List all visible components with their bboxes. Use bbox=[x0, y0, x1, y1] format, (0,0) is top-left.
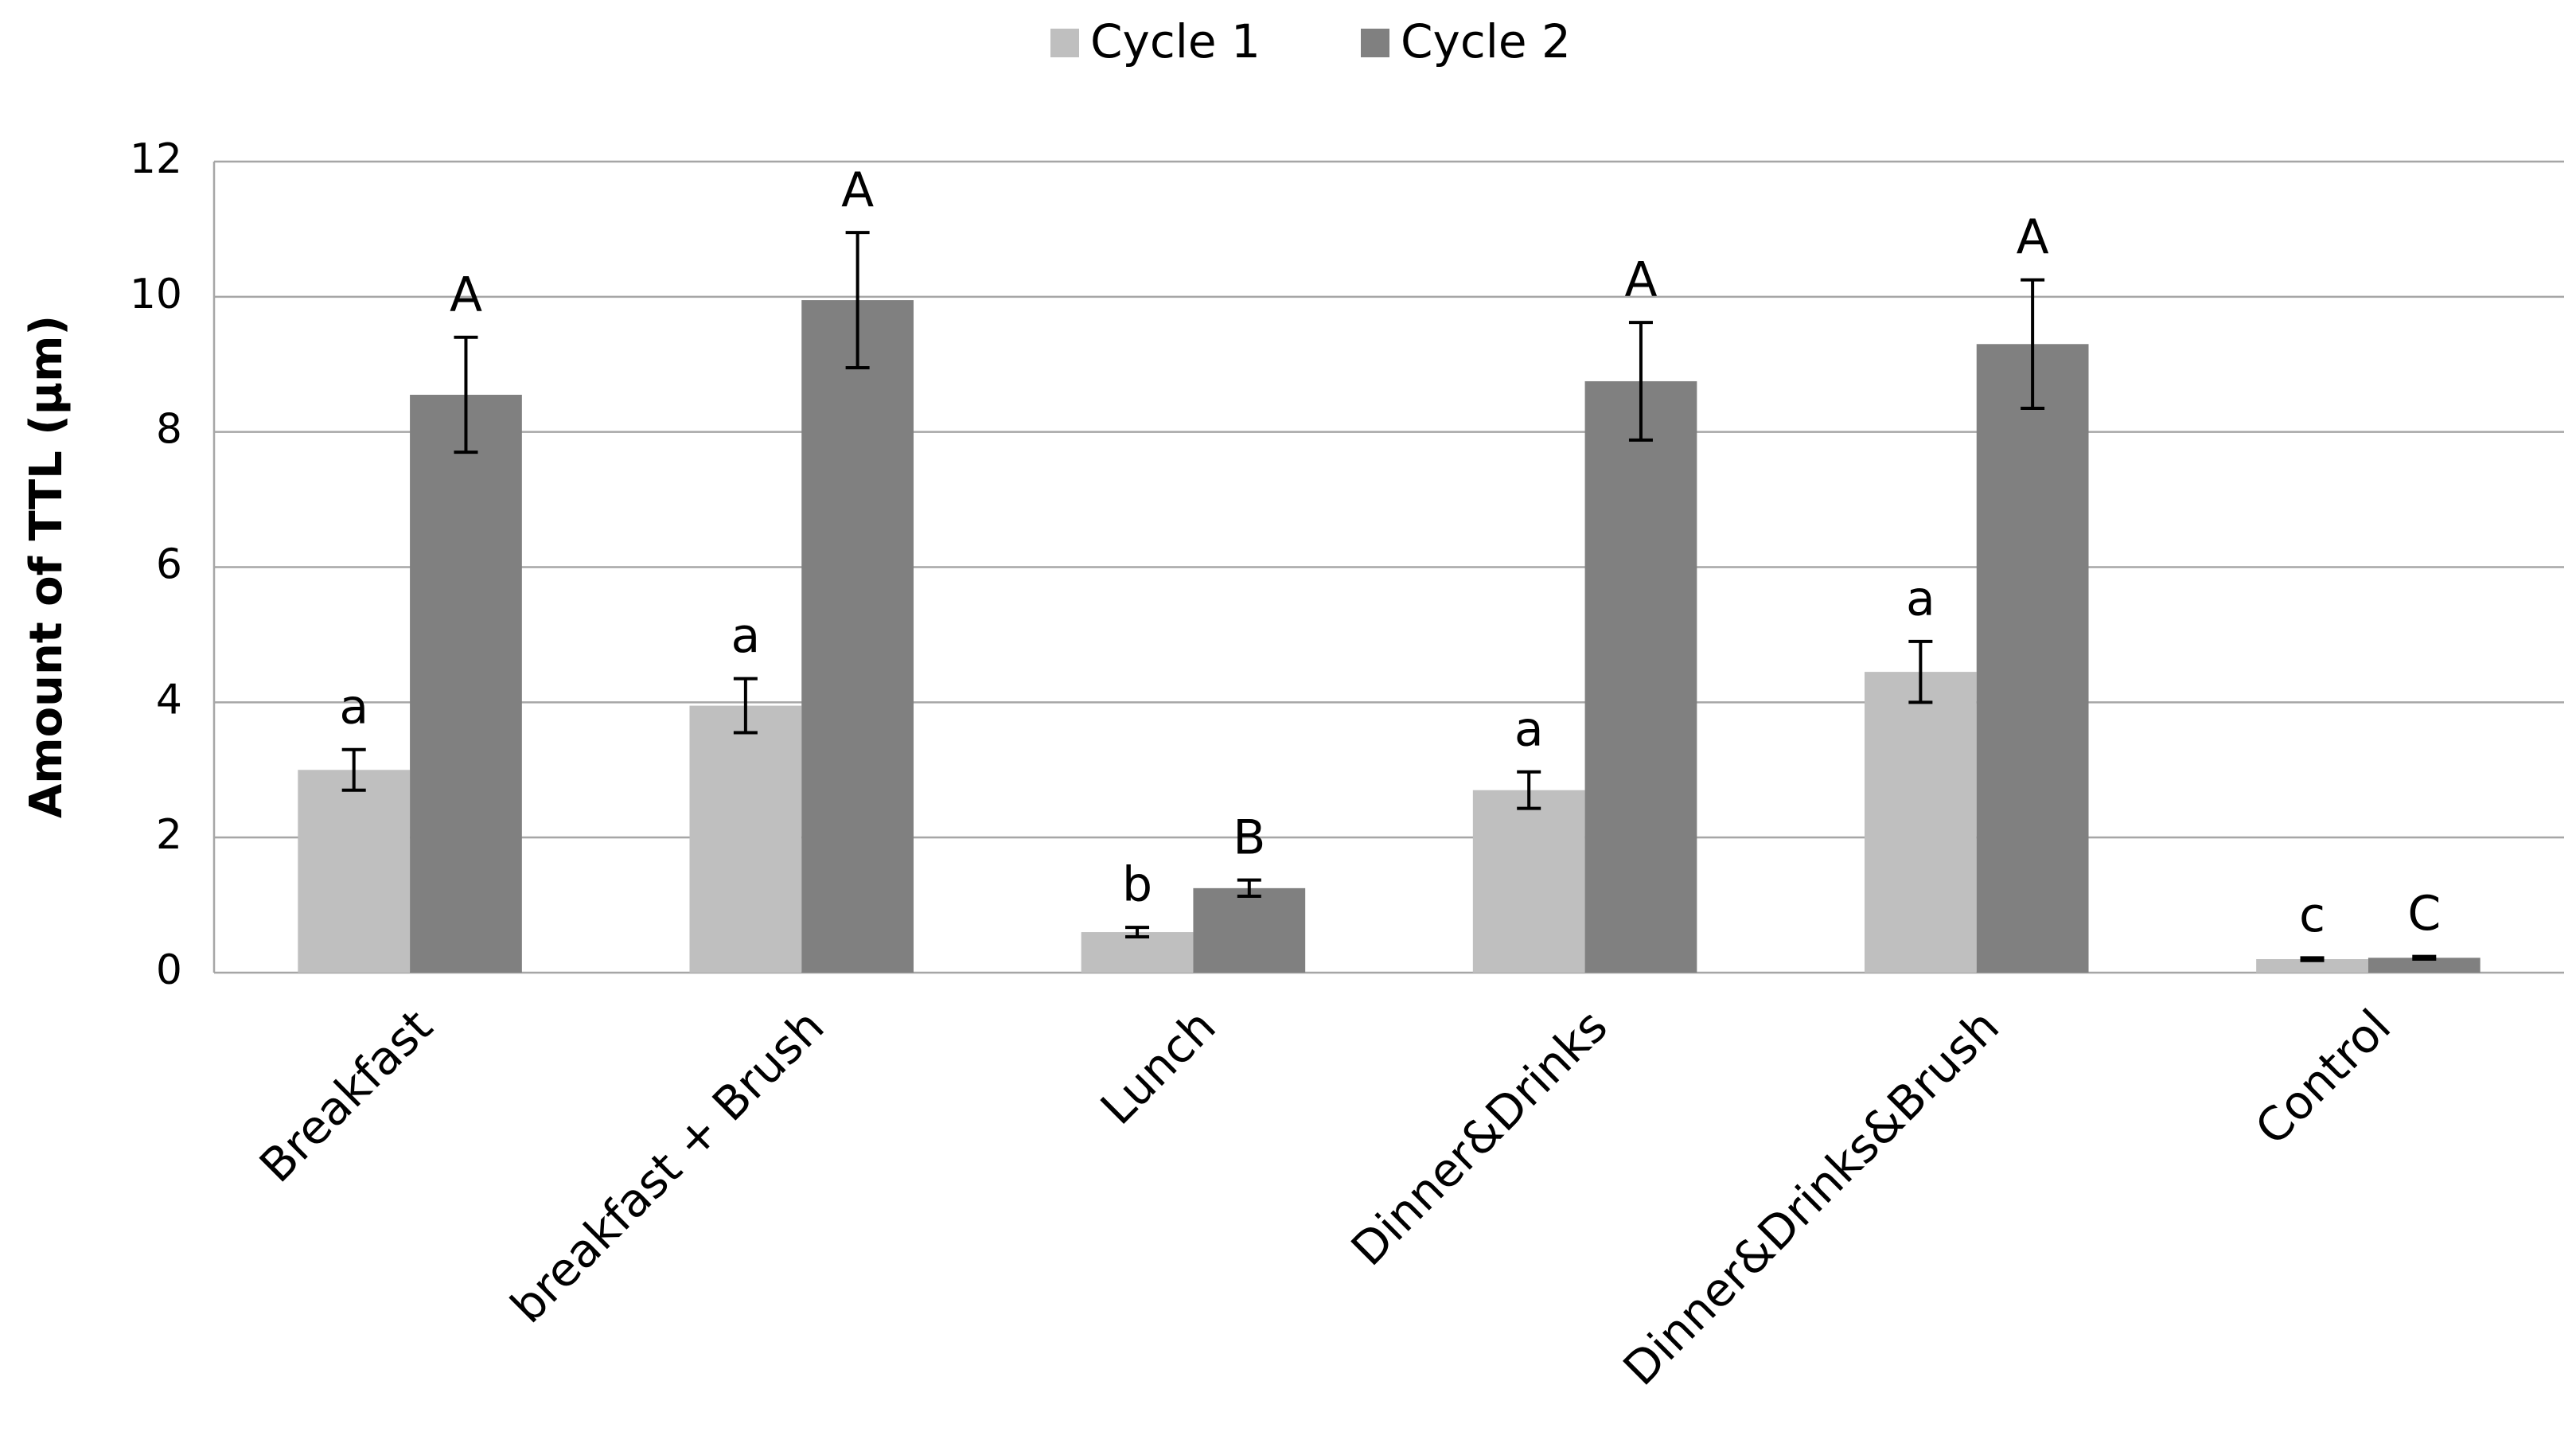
significance-label: c bbox=[2299, 887, 2325, 943]
bar bbox=[689, 705, 802, 973]
x-tick-label: Breakfast bbox=[249, 999, 442, 1192]
error-bar bbox=[341, 747, 366, 792]
significance-label: A bbox=[450, 267, 482, 322]
significance-label: C bbox=[2407, 886, 2441, 942]
x-tick-label: Control bbox=[2245, 999, 2401, 1155]
error-bar bbox=[2021, 278, 2045, 410]
x-tick-label: Dinner&Drinks bbox=[1341, 999, 1618, 1276]
significance-label: A bbox=[1624, 252, 1657, 308]
bar bbox=[801, 300, 914, 973]
x-tick-label: breakfast + Brush bbox=[501, 999, 835, 1333]
error-bar bbox=[1125, 926, 1150, 938]
significance-label: a bbox=[731, 608, 760, 664]
significance-label: a bbox=[1514, 701, 1544, 757]
error-bar bbox=[1517, 770, 1541, 810]
y-tick-label: 8 bbox=[156, 406, 182, 454]
bar bbox=[410, 394, 522, 973]
error-bar bbox=[1628, 321, 1653, 442]
error-bar bbox=[845, 231, 870, 369]
bar bbox=[298, 770, 411, 973]
y-tick-label: 6 bbox=[156, 541, 182, 589]
y-axis-label: Amount of TTL (µm) bbox=[21, 315, 72, 818]
significance-label: A bbox=[2017, 209, 2049, 265]
bar bbox=[1081, 932, 1194, 973]
legend-label: Cycle 1 bbox=[1090, 14, 1261, 68]
y-tick-label: 4 bbox=[156, 676, 182, 724]
significance-label: A bbox=[841, 162, 874, 218]
bar bbox=[1976, 344, 2089, 973]
x-tick-label: Dinner&Drinks&Brush bbox=[1613, 999, 2009, 1395]
bar bbox=[1472, 790, 1585, 973]
significance-label: a bbox=[1906, 571, 1935, 627]
y-tick-label: 10 bbox=[130, 271, 182, 318]
significance-label: B bbox=[1233, 809, 1265, 865]
bar bbox=[1193, 887, 1306, 973]
legend-swatch bbox=[1050, 29, 1079, 57]
x-tick-label: Lunch bbox=[1090, 999, 1226, 1135]
bar bbox=[1864, 672, 1977, 973]
legend-swatch bbox=[1361, 29, 1389, 57]
y-tick-label: 0 bbox=[156, 946, 182, 994]
error-bar bbox=[1237, 878, 1261, 899]
y-tick-label: 2 bbox=[156, 811, 182, 859]
error-bar bbox=[1908, 639, 1933, 704]
legend-label: Cycle 2 bbox=[1401, 14, 1571, 68]
error-bar bbox=[733, 677, 758, 735]
bar bbox=[1584, 380, 1697, 973]
error-bar bbox=[2412, 954, 2437, 962]
error-bar bbox=[454, 335, 478, 454]
error-bar bbox=[2300, 956, 2325, 962]
y-tick-label: 12 bbox=[130, 135, 182, 183]
significance-label: b bbox=[1122, 857, 1152, 913]
bar bbox=[2256, 959, 2368, 973]
significance-label: a bbox=[339, 679, 368, 735]
bar bbox=[2368, 958, 2481, 973]
